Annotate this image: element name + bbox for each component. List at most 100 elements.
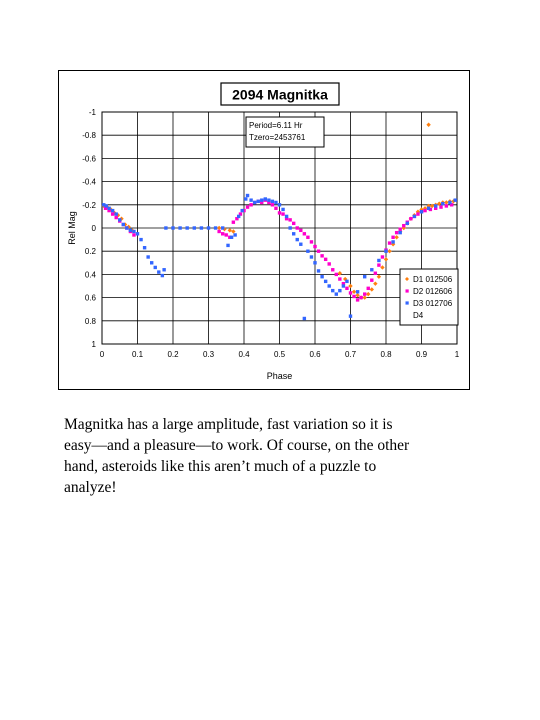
data-point — [428, 207, 433, 212]
x-tick-label: 0.3 — [203, 350, 215, 359]
data-point — [387, 241, 392, 245]
data-point — [327, 284, 331, 288]
data-point — [118, 218, 122, 222]
data-point — [260, 200, 264, 205]
data-point — [316, 269, 321, 273]
data-point — [370, 268, 374, 272]
data-point — [453, 198, 457, 202]
data-point — [341, 284, 346, 288]
x-tick-label: 1 — [455, 350, 460, 359]
data-point — [341, 281, 346, 286]
x-tick-label: 0.1 — [132, 350, 144, 359]
data-point — [213, 226, 218, 230]
data-point — [263, 197, 267, 201]
x-tick-label: 0.7 — [345, 350, 357, 359]
y-tick-label: 0 — [92, 224, 97, 233]
data-point — [416, 212, 420, 216]
data-point — [178, 226, 182, 230]
data-point — [277, 203, 282, 207]
data-point — [345, 279, 349, 284]
data-point — [373, 281, 378, 286]
data-point — [419, 207, 424, 212]
data-point — [370, 278, 374, 282]
data-point — [391, 240, 395, 244]
x-tick-label: 0.9 — [416, 350, 428, 359]
data-point — [104, 204, 108, 208]
data-point — [338, 277, 342, 281]
data-point — [348, 291, 353, 295]
data-point — [227, 228, 232, 233]
data-point — [146, 255, 150, 259]
data-point — [429, 203, 435, 209]
data-point — [398, 227, 402, 231]
data-point — [412, 214, 417, 219]
data-point — [398, 230, 402, 235]
data-point — [119, 216, 124, 221]
data-point — [331, 288, 335, 293]
annotation-text: Tzero=2453761 — [249, 133, 306, 142]
data-point — [423, 208, 427, 213]
x-tick-label: 0.6 — [309, 350, 321, 359]
data-point — [185, 226, 189, 230]
x-tick-label: 0 — [100, 350, 105, 359]
data-point — [359, 295, 363, 300]
data-point — [288, 226, 292, 230]
data-point — [401, 225, 406, 231]
data-point — [245, 193, 250, 198]
data-point — [309, 240, 314, 244]
y-tick-label: 0.4 — [85, 270, 97, 279]
data-point — [380, 255, 385, 259]
chart-title-box — [220, 82, 340, 106]
data-point — [288, 218, 292, 222]
data-point — [224, 233, 228, 237]
data-point — [171, 226, 175, 230]
caption-paragraph: Magnitka has a large amplitude, fast var… — [64, 414, 464, 498]
data-point — [299, 242, 303, 246]
data-point — [244, 197, 248, 201]
data-point — [107, 208, 111, 213]
data-point — [449, 203, 454, 207]
data-point — [139, 237, 143, 242]
data-point — [142, 246, 147, 250]
data-point — [320, 254, 324, 258]
data-point — [295, 226, 299, 230]
data-point — [405, 221, 409, 226]
legend-label: D2 012606 — [413, 287, 453, 296]
data-point — [334, 292, 338, 296]
caption-line: analyze! — [64, 479, 117, 496]
data-point — [242, 208, 246, 213]
data-point — [323, 257, 328, 262]
data-point — [233, 233, 237, 237]
y-tick-label: 0.6 — [85, 294, 97, 303]
data-point — [327, 262, 331, 266]
x-tick-label: 0.2 — [167, 350, 179, 359]
data-point — [222, 226, 227, 232]
chart-frame: 0 0.1 0.2 0.3 0.4 0.5 0.6 0.7 0.8 0.9 1 -1 -0.8 -0.6 -… — [58, 70, 470, 390]
x-tick-label: 0.8 — [380, 350, 392, 359]
data-point — [256, 199, 260, 204]
data-point — [439, 205, 443, 209]
data-point — [284, 214, 289, 219]
legend-marker — [405, 277, 409, 281]
data-point — [270, 199, 275, 204]
data-point — [121, 222, 125, 227]
data-point — [373, 271, 378, 275]
data-point — [199, 226, 204, 230]
data-point — [351, 289, 357, 294]
caption-line: Magnitka has a large amplitude, fast var… — [64, 416, 393, 433]
data-point — [345, 286, 349, 291]
data-point — [270, 203, 275, 207]
data-point — [284, 217, 289, 221]
data-point — [231, 220, 236, 224]
data-point — [394, 230, 399, 235]
data-point — [426, 122, 431, 127]
data-point — [363, 292, 367, 296]
data-point — [419, 210, 424, 214]
data-point — [217, 229, 221, 234]
data-point — [299, 228, 303, 233]
data-point — [348, 283, 353, 289]
data-point — [363, 275, 367, 279]
data-point — [366, 291, 371, 297]
data-point — [302, 232, 307, 236]
data-point — [362, 295, 367, 300]
